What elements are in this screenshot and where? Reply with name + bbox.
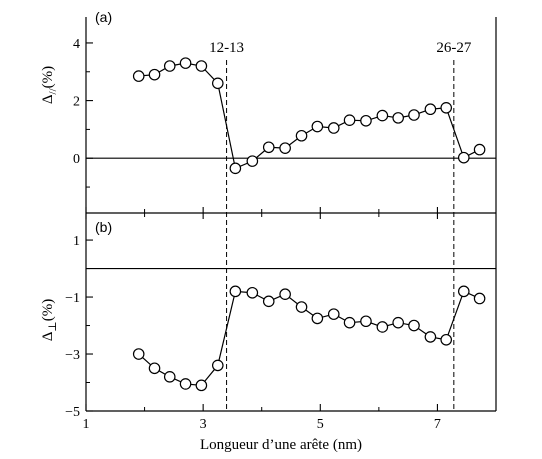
- y-tick-label: 4: [73, 37, 80, 52]
- y-axis-label: Δ⊥(%): [40, 299, 59, 342]
- data-point: [211, 359, 224, 372]
- data-point: [295, 301, 308, 313]
- x-axis-label: Longueur d’une arête (nm): [200, 437, 362, 453]
- data-point: [262, 295, 275, 308]
- y-tick-label: 2: [73, 95, 80, 110]
- x-tick-label: 3: [200, 417, 207, 432]
- data-point: [132, 348, 145, 360]
- series-line: [138, 62, 480, 170]
- data-point: [163, 60, 176, 72]
- data-point: [132, 70, 145, 82]
- series-line: [138, 290, 480, 386]
- panel-a: 0 2 4 (a) Δ//(%): [40, 9, 497, 219]
- panel-b: 1 −1 −3 −5 (b) Δ⊥(%): [40, 213, 497, 420]
- data-point: [279, 142, 291, 154]
- data-point: [311, 120, 324, 133]
- data-point: [148, 362, 161, 375]
- x-tick-label: 1: [83, 417, 90, 432]
- panel-label: (b): [95, 219, 112, 235]
- data-point: [392, 112, 404, 124]
- data-point: [327, 122, 340, 134]
- data-point: [440, 333, 453, 346]
- data-point: [229, 162, 242, 175]
- data-point: [211, 77, 224, 90]
- data-point: [457, 285, 470, 298]
- data-point: [473, 143, 486, 156]
- panel-label: (a): [95, 9, 112, 25]
- data-point: [376, 109, 389, 122]
- data-point: [424, 103, 437, 116]
- data-point: [408, 109, 420, 121]
- data-point: [246, 286, 259, 299]
- data-point: [179, 378, 192, 390]
- x-tick-label: 5: [317, 417, 324, 432]
- annotation-label: 12-13: [209, 40, 244, 56]
- data-point: [343, 114, 356, 126]
- data-point: [311, 312, 324, 325]
- data-point: [360, 114, 372, 127]
- annotations: 12-13 26-27: [209, 40, 472, 411]
- data-point: [376, 321, 389, 333]
- x-axis: 1 3 5 7 Longueur d’une arête (nm): [83, 404, 496, 453]
- data-point: [163, 371, 176, 383]
- data-point: [179, 57, 192, 69]
- data-point: [279, 288, 291, 300]
- data-point: [262, 141, 275, 154]
- data-point: [195, 379, 208, 392]
- y-tick-label: 0: [73, 152, 80, 167]
- data-point: [424, 331, 437, 343]
- annotation-label: 26-27: [436, 40, 471, 56]
- data-point: [440, 101, 453, 114]
- data-point: [246, 155, 259, 167]
- data-point: [327, 308, 340, 320]
- data-point: [360, 315, 372, 328]
- data-point: [195, 60, 208, 72]
- data-point: [457, 151, 470, 164]
- y-tick-label: −5: [65, 405, 80, 420]
- data-point: [295, 129, 308, 142]
- data-point: [148, 68, 161, 81]
- y-tick-label: 1: [73, 234, 80, 249]
- y-axis-label: Δ//(%): [40, 66, 59, 104]
- data-point: [343, 316, 356, 329]
- data-point: [229, 285, 242, 298]
- data-point: [392, 316, 404, 329]
- y-tick-label: −3: [65, 348, 80, 363]
- x-tick-label: 7: [434, 417, 441, 432]
- data-point: [408, 319, 420, 332]
- y-tick-label: −1: [65, 291, 80, 306]
- data-point: [473, 292, 486, 305]
